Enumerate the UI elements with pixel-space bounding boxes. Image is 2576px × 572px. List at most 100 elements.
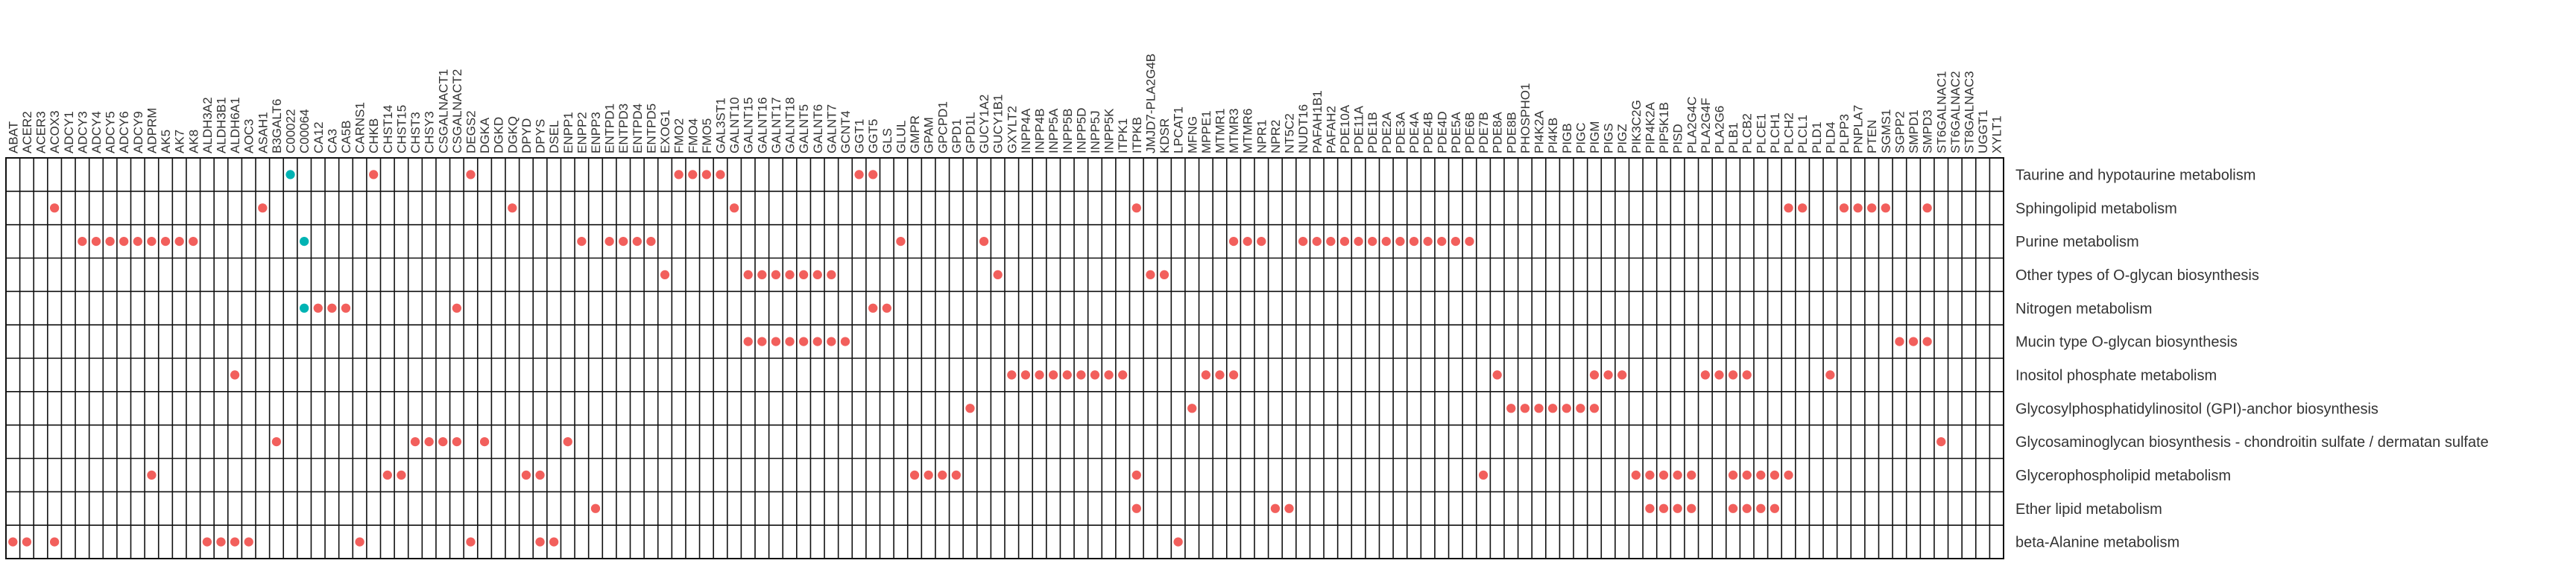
gene-label: PDE1B [1366,112,1380,153]
gene-label: PLCH1 [1768,112,1782,153]
gene-label: C00064 [297,109,312,153]
cell-dot [1728,503,1738,513]
pathway-label: Nitrogen metabolism [2015,301,2152,317]
gene-label: MTMR1 [1213,109,1227,153]
gene-label: CA3 [325,129,339,153]
cell-dot [1576,404,1585,413]
cell-dot [78,236,87,247]
gene-label: PLD1 [1810,121,1824,153]
pathway-label: beta-Alanine metabolism [2015,535,2179,551]
gene-label: ADPRM [145,108,159,153]
gene-label: ALDH3B1 [214,97,228,153]
cell-dot [49,203,60,213]
cell-dot [840,337,850,346]
cell-dot [341,303,351,313]
gene-label: GPAM [922,117,936,153]
cell-dot [382,470,392,480]
cell-dot [147,470,157,480]
cell-dot [785,270,795,280]
gene-label: NPR1 [1254,120,1269,153]
cell-dot [91,236,101,247]
cell-dot [1020,370,1031,380]
gene-label: PISD [1671,124,1685,153]
cell-dot [1617,370,1627,380]
cell-dot [1825,370,1835,380]
cell-dot [424,436,434,447]
cell-dot [1187,404,1197,413]
pathway-label: Inositol phosphate metabolism [2015,367,2217,384]
cell-dot [285,170,295,179]
gene-label: PDE7B [1477,112,1491,153]
cell-dot [1257,236,1266,247]
grid-frame [5,157,2004,559]
gene-label: GPD1L [963,112,977,153]
gene-label: MPPE1 [1199,110,1213,153]
cell-dot [1631,470,1641,480]
cell-dot [1450,236,1461,247]
gene-label: PIGB [1560,123,1574,153]
cell-dot [619,236,628,247]
gene-label: PDE3A [1393,112,1407,153]
cell-dot [1922,337,1932,346]
cell-dot [508,203,517,213]
cell-dot [244,537,253,547]
cell-dot [535,537,545,547]
cell-dot [1228,370,1239,380]
gene-label: PLPP3 [1837,114,1852,153]
cell-dot [674,170,684,179]
gene-label: PAFAH1B1 [1310,90,1325,153]
gene-label: CHST15 [394,105,408,153]
cell-dot [355,537,364,547]
gene-label: ENTPD4 [631,104,645,153]
cell-dot [466,537,476,547]
gene-label: INPP4B [1033,109,1047,153]
cell-dot [1118,370,1128,380]
pathway-label: Purine metabolism [2015,234,2139,250]
cell-dot [327,303,337,313]
cell-dot [924,470,933,480]
cell-dot [1298,236,1308,247]
gene-label: GALNT17 [769,97,783,153]
cell-dot [1284,503,1294,513]
gene-label: PLA2G6 [1712,106,1726,153]
gene-label: ADCY3 [75,111,89,153]
cell-dot [1658,503,1669,513]
gene-label: PIGM [1588,121,1602,153]
cell-dot [1645,470,1655,480]
gene-label: CARNS1 [353,102,367,153]
gene-label: ST6GALNAC1 [1934,71,1948,153]
cell-dot [1465,236,1474,247]
cell-dot [771,337,781,346]
cell-dot [1492,370,1502,380]
cell-dot [1742,470,1752,480]
cell-dot [160,236,171,247]
cell-dot [1687,503,1696,513]
gene-label: GALNT5 [797,104,811,153]
cell-dot [716,170,725,179]
gene-label: GUCY1A2 [977,95,991,153]
cell-dot [230,370,240,380]
gene-label: GCNT4 [839,110,853,153]
cell-dot [1062,370,1072,380]
gene-label: ABAT [6,121,20,153]
pathway-label: Taurine and hypotaurine metabolism [2015,167,2255,183]
gene-label: ST8GALNAC3 [1962,71,1976,153]
gene-label: FMO5 [700,118,714,153]
gene-label: CA12 [312,121,326,153]
cell-dot [1131,503,1141,513]
cell-dot [1243,236,1252,247]
gene-label: ADCY5 [104,111,118,153]
cell-dot [1784,470,1793,480]
gene-label: PLA2G4C [1685,96,1699,153]
gene-label: PLCL1 [1796,115,1810,153]
gene-label: GALNT16 [755,97,769,153]
cell-dot [1048,370,1058,380]
cell-dot [1756,470,1766,480]
cell-dot [701,170,712,179]
gene-label: PDE11A [1352,105,1366,153]
cell-dot [1770,470,1780,480]
cell-dot [729,203,739,213]
cell-dot [798,337,809,346]
gene-label: CHKB [367,118,381,153]
